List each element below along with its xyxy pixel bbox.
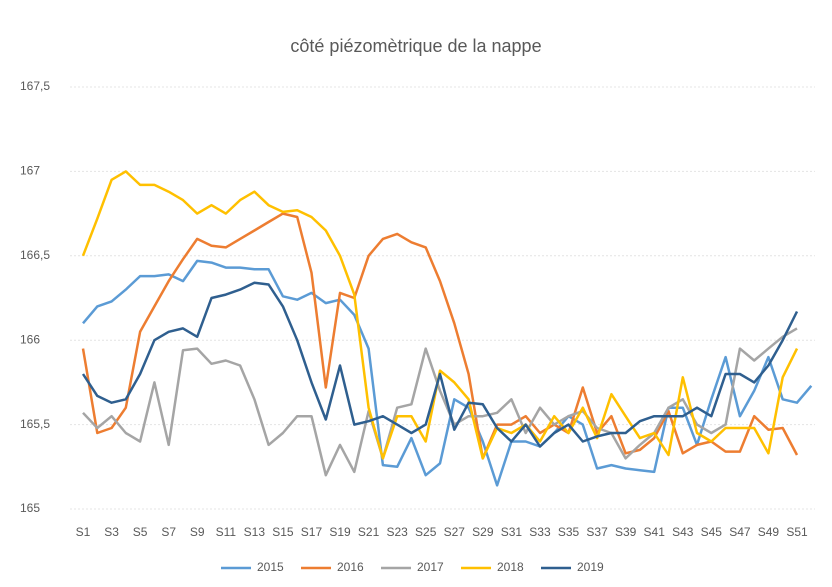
x-tick-label: S35: [558, 525, 580, 539]
y-tick-label: 167: [20, 164, 40, 178]
x-tick-label: S33: [529, 525, 551, 539]
y-tick-label: 165,5: [20, 417, 50, 431]
x-tick-label: S7: [161, 525, 176, 539]
x-tick-label: S5: [133, 525, 148, 539]
y-tick-label: 165: [20, 501, 40, 515]
legend-label: 2018: [497, 560, 524, 574]
x-tick-label: S1: [76, 525, 91, 539]
x-tick-label: S41: [644, 525, 666, 539]
x-tick-label: S3: [104, 525, 119, 539]
x-tick-label: S21: [358, 525, 380, 539]
y-tick-label: 166: [20, 332, 40, 346]
legend-label: 2019: [577, 560, 604, 574]
x-tick-label: S23: [386, 525, 408, 539]
x-tick-label: S17: [301, 525, 323, 539]
series-line: [82, 259, 813, 487]
x-tick-label: S51: [786, 525, 808, 539]
series-line: [81, 212, 799, 460]
x-tick-label: S47: [729, 525, 751, 539]
legend-label: 2017: [417, 560, 444, 574]
x-tick-label: S19: [329, 525, 351, 539]
y-tick-label: 167,5: [20, 79, 50, 93]
legend-label: 2015: [257, 560, 284, 574]
x-tick-label: S15: [272, 525, 294, 539]
series-line: [81, 170, 799, 460]
x-tick-label: S25: [415, 525, 437, 539]
x-tick-label: S43: [672, 525, 694, 539]
x-tick-label: S31: [501, 525, 523, 539]
x-tick-label: S9: [190, 525, 205, 539]
x-tick-label: S11: [216, 525, 237, 539]
x-tick-label: S29: [472, 525, 494, 539]
x-tick-label: S39: [615, 525, 637, 539]
chart-title: côté piézomètrique de la nappe: [290, 36, 541, 56]
legend-label: 2016: [337, 560, 364, 574]
x-tick-label: S27: [444, 525, 466, 539]
y-tick-label: 166,5: [20, 248, 50, 262]
x-tick-label: S45: [701, 525, 723, 539]
x-tick-label: S37: [586, 525, 608, 539]
x-tick-label: S49: [758, 525, 780, 539]
x-tick-label: S13: [244, 525, 266, 539]
series-line: [81, 281, 799, 448]
